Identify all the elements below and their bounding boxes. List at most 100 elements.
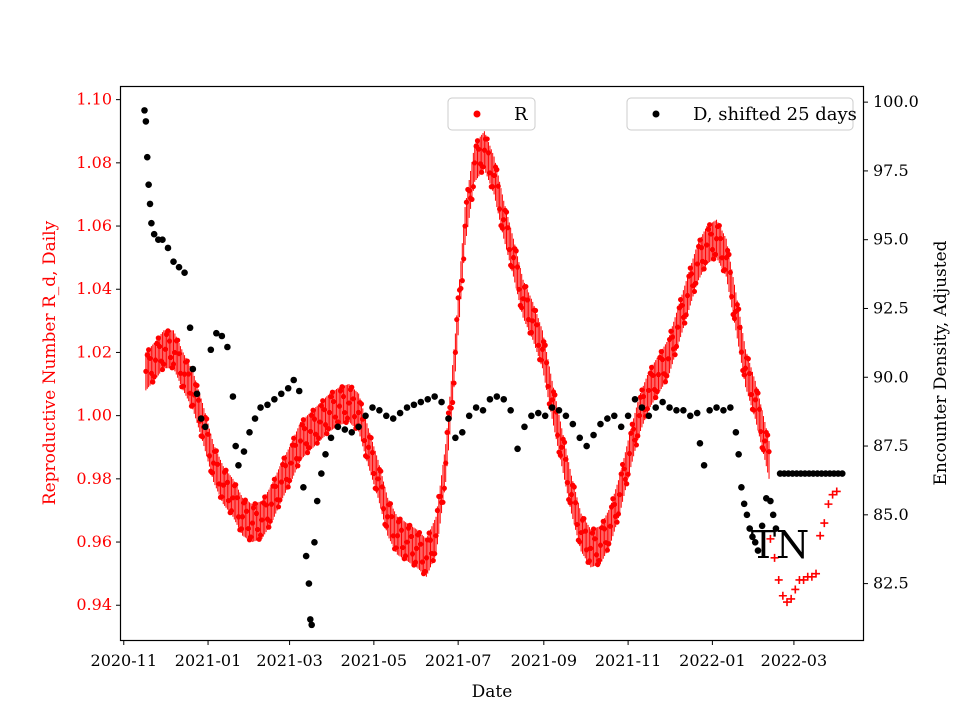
- legend-d-marker: [652, 110, 660, 118]
- d-point: [240, 448, 248, 455]
- r-point: [724, 247, 731, 254]
- d-point: [264, 401, 271, 409]
- d-point: [159, 236, 166, 243]
- d-point: [148, 219, 155, 227]
- d-point: [229, 393, 237, 400]
- d-point: [271, 395, 278, 403]
- d-point: [142, 118, 150, 125]
- r-forecast-point: [766, 534, 775, 543]
- d-point: [284, 384, 292, 392]
- d-point: [738, 484, 745, 491]
- d-point: [193, 390, 201, 398]
- d-point: [308, 621, 315, 629]
- series-d: [141, 107, 846, 629]
- x-tick-label: 2021-09: [511, 651, 577, 670]
- y-left-tick-label: 1.10: [76, 90, 112, 109]
- r-point: [450, 399, 456, 406]
- d-point: [213, 329, 220, 337]
- r-point: [716, 223, 722, 229]
- d-point: [224, 343, 231, 351]
- d-point: [732, 428, 740, 436]
- d-point: [445, 415, 452, 422]
- d-point: [305, 580, 313, 587]
- d-point: [251, 415, 259, 422]
- x-tick-label: 2021-07: [425, 651, 491, 670]
- r-forecast-point: [778, 591, 787, 600]
- r-point: [513, 248, 519, 254]
- y-left-tick-label: 1.02: [76, 342, 112, 361]
- r-point: [194, 382, 200, 389]
- d-point: [521, 423, 528, 431]
- d-point: [150, 230, 158, 238]
- d-point: [218, 332, 226, 340]
- r-point: [736, 306, 742, 312]
- r-point: [175, 337, 181, 343]
- d-point: [751, 539, 759, 546]
- series-r: [143, 131, 772, 577]
- r-point: [470, 184, 476, 190]
- r-point: [358, 401, 365, 407]
- d-point: [232, 442, 239, 450]
- d-point: [749, 533, 756, 541]
- d-point: [569, 420, 577, 428]
- d-point: [706, 406, 713, 414]
- d-point: [438, 398, 445, 406]
- y-right-tick-label: 100.0: [873, 92, 919, 111]
- r-point: [571, 484, 577, 490]
- d-point: [597, 420, 604, 428]
- r-point: [387, 501, 394, 507]
- d-point: [493, 393, 501, 400]
- d-point: [348, 428, 356, 436]
- y-left-tick-label: 1.04: [76, 279, 112, 298]
- d-point: [431, 393, 438, 400]
- d-point: [382, 412, 390, 420]
- y-axis-right-label: Encounter Density, Adjusted: [931, 240, 951, 485]
- r-point: [479, 169, 485, 175]
- d-point: [735, 450, 742, 458]
- d-point: [472, 404, 480, 411]
- r-forecast-point: [787, 594, 796, 603]
- y-right-tick-label: 87.5: [873, 436, 909, 455]
- r-point: [459, 278, 465, 284]
- r-point: [494, 167, 500, 173]
- d-point: [389, 415, 397, 422]
- r-point: [614, 519, 620, 525]
- r-forecast-point: [783, 598, 792, 607]
- r-point: [430, 557, 436, 564]
- d-point: [458, 428, 466, 436]
- d-point: [300, 484, 307, 491]
- d-point: [452, 434, 459, 442]
- r-point: [448, 405, 454, 411]
- d-point: [290, 376, 298, 384]
- d-point: [302, 552, 310, 560]
- r-point: [766, 449, 772, 455]
- d-point: [369, 404, 376, 411]
- r-point: [461, 256, 467, 262]
- d-point: [201, 423, 209, 431]
- d-point: [175, 263, 183, 271]
- x-axis-label: Date: [472, 682, 513, 702]
- r-forecast-point: [828, 490, 837, 499]
- d-point: [746, 525, 753, 532]
- d-point: [838, 470, 846, 477]
- r-forecast-point: [824, 500, 833, 509]
- legend-d-box: [626, 97, 854, 131]
- d-point: [189, 365, 197, 373]
- d-point: [322, 450, 329, 458]
- d-point: [417, 398, 425, 406]
- d-point: [696, 439, 704, 447]
- plot-data: [141, 107, 846, 629]
- r-point: [233, 482, 239, 488]
- d-point: [295, 387, 303, 395]
- r-point: [223, 467, 229, 473]
- r-point: [378, 468, 384, 474]
- r-forecast-point: [791, 585, 800, 594]
- d-point: [758, 522, 766, 530]
- d-point: [727, 404, 734, 411]
- d-point: [740, 500, 748, 508]
- legend-r-marker: [473, 110, 481, 118]
- series-r-forecast: [766, 487, 841, 607]
- d-point: [680, 406, 687, 414]
- r-point: [755, 390, 761, 396]
- r-forecast-point: [816, 531, 825, 540]
